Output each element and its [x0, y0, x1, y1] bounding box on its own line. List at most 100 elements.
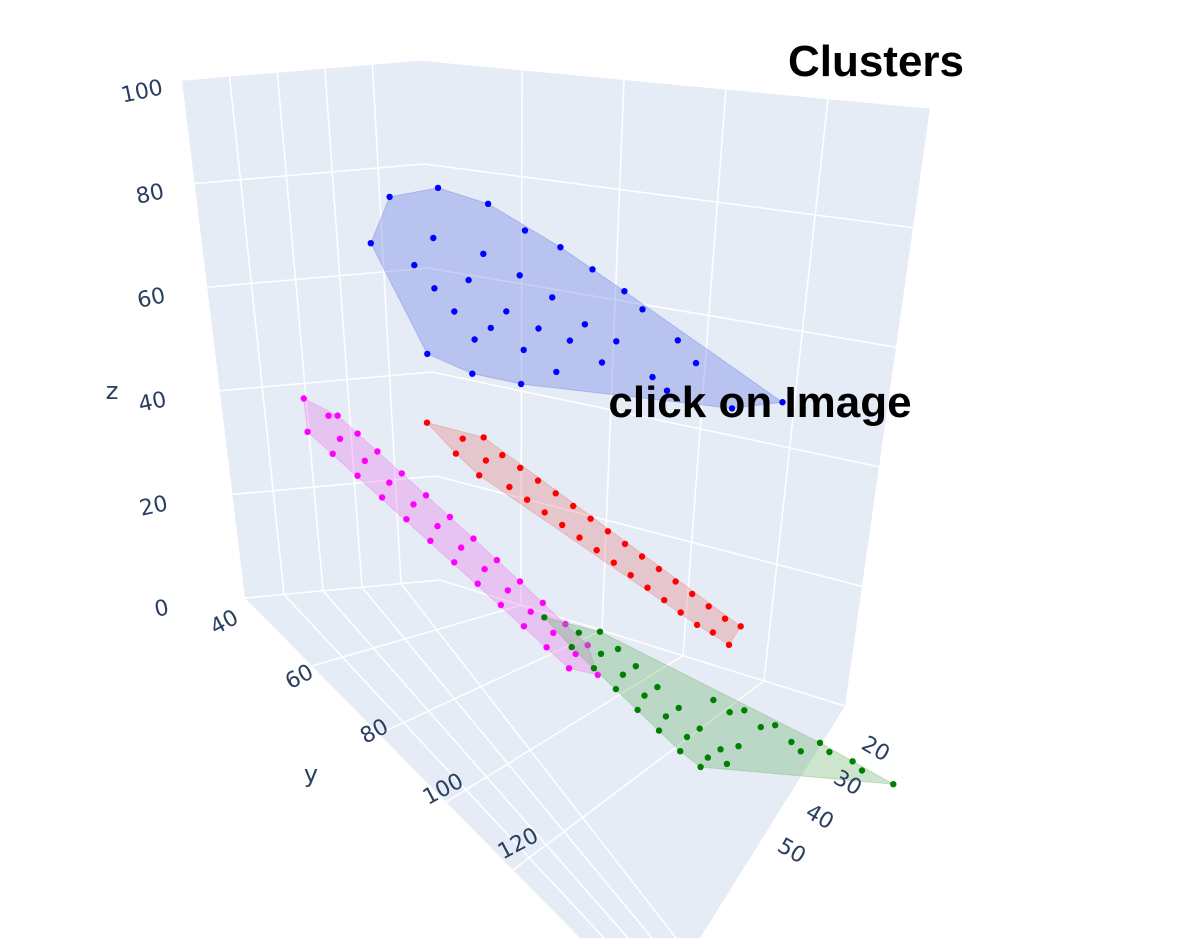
data-point — [434, 522, 441, 530]
data-point — [639, 306, 646, 313]
data-point — [471, 336, 478, 343]
data-point — [411, 261, 418, 269]
z-axis-title: z — [106, 377, 119, 405]
z-tick-label: 80 — [134, 179, 167, 209]
data-point — [481, 565, 488, 573]
data-point — [487, 324, 494, 332]
data-point — [581, 321, 589, 328]
data-point — [386, 479, 393, 486]
data-point — [452, 450, 460, 457]
y-tick-label: 40 — [206, 605, 242, 640]
data-point — [336, 435, 344, 442]
data-point — [589, 266, 596, 273]
click-annotation[interactable]: click on Image — [608, 378, 911, 427]
data-point — [493, 556, 501, 564]
data-point — [597, 650, 605, 657]
data-point — [779, 399, 786, 406]
data-point — [590, 665, 598, 672]
data-point — [568, 643, 575, 651]
data-point — [520, 623, 528, 630]
data-point — [521, 227, 529, 234]
z-grid-line — [232, 475, 863, 588]
data-point — [741, 707, 748, 714]
data-point — [503, 308, 510, 315]
data-point — [354, 472, 361, 479]
data-point — [613, 338, 620, 345]
z-grid-line — [194, 163, 914, 229]
data-point — [638, 553, 646, 560]
data-point — [499, 451, 506, 459]
data-point — [797, 748, 804, 755]
x-tick-label: 40 — [801, 800, 838, 836]
data-point — [634, 706, 641, 714]
floor-grid-line — [400, 583, 677, 939]
data-point — [516, 272, 523, 279]
x-grid-vertical — [520, 69, 523, 606]
data-point — [361, 457, 368, 464]
z-tick-label: 20 — [137, 491, 170, 521]
floor-grid-line — [322, 590, 629, 939]
data-point — [710, 696, 717, 704]
floor-grid-line — [283, 593, 605, 939]
x-tick-label: 20 — [857, 732, 894, 768]
data-point — [614, 645, 622, 653]
data-point — [674, 337, 681, 344]
data-point — [655, 727, 663, 734]
data-point — [527, 608, 534, 615]
data-point — [757, 723, 764, 731]
floor-grid-line — [361, 586, 653, 939]
data-point — [662, 713, 670, 720]
data-point — [693, 621, 701, 629]
data-point — [697, 763, 704, 771]
clusters-layer — [300, 184, 897, 788]
cluster-2 — [300, 395, 601, 678]
data-point — [367, 240, 374, 247]
data-point — [705, 603, 712, 610]
data-point — [725, 641, 733, 648]
right-wall — [420, 60, 930, 706]
data-point — [654, 683, 661, 691]
data-point — [398, 470, 405, 477]
data-point — [562, 620, 569, 628]
data-point — [470, 535, 477, 542]
data-point — [717, 746, 724, 753]
data-point — [737, 623, 744, 630]
data-point — [826, 748, 833, 756]
data-point — [431, 285, 438, 292]
data-point — [334, 412, 341, 419]
data-point — [446, 513, 454, 521]
floor-grid-line — [378, 629, 603, 735]
data-point — [517, 464, 524, 471]
data-point — [594, 671, 601, 678]
z-tick-label: 60 — [135, 283, 168, 313]
data-point — [329, 450, 336, 457]
data-point — [610, 559, 617, 566]
data-point — [728, 405, 736, 412]
data-point — [480, 250, 487, 257]
z-grid-line — [244, 579, 846, 707]
cluster-0 — [367, 184, 786, 412]
x-tick-label: 50 — [773, 834, 810, 870]
z-grid-line — [219, 371, 880, 468]
data-point — [557, 244, 564, 251]
data-point — [541, 614, 548, 621]
data-point — [644, 584, 651, 591]
data-point — [451, 308, 458, 315]
data-point — [858, 767, 866, 774]
data-point — [552, 490, 559, 497]
data-point — [424, 350, 431, 358]
data-point — [550, 629, 557, 636]
floor-plane — [245, 580, 845, 938]
data-point — [566, 337, 574, 344]
data-point — [788, 738, 795, 746]
data-point — [772, 722, 779, 729]
data-point — [584, 642, 591, 649]
data-point — [378, 494, 386, 501]
y-grid-vertical — [371, 63, 402, 584]
data-point — [649, 373, 656, 381]
data-point — [539, 599, 546, 607]
left-wall — [182, 60, 440, 598]
z-tick-label: 100 — [119, 75, 165, 108]
